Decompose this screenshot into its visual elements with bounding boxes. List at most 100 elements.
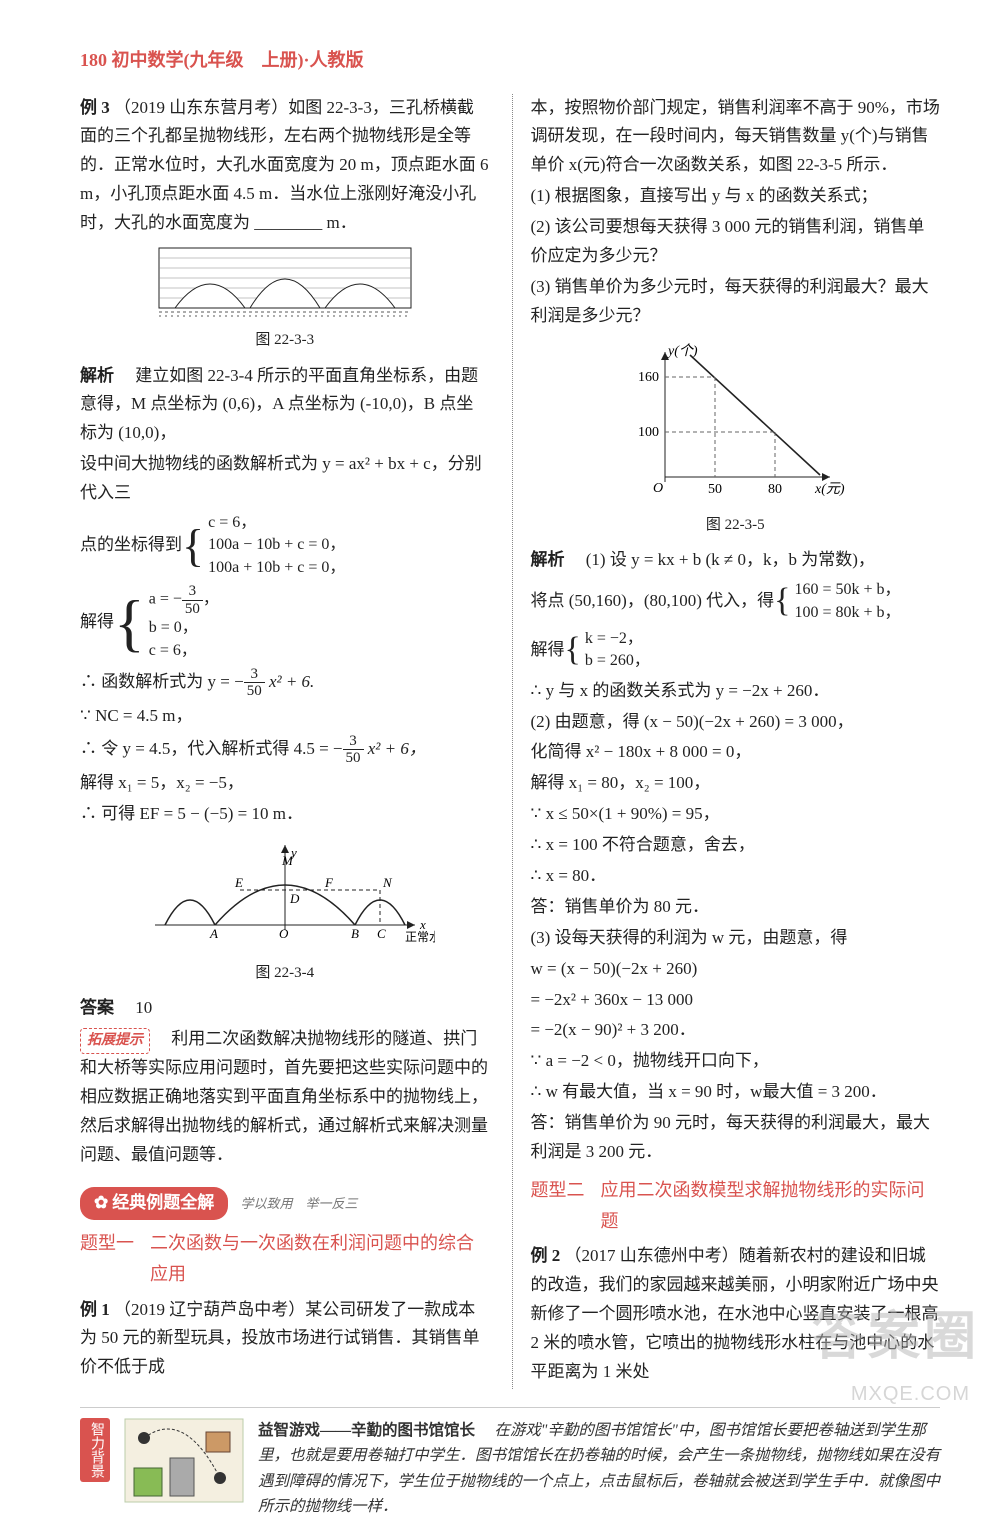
q2: (2) 该公司要想每天获得 3 000 元的销售利润，销售单价应定为多少元？: [531, 213, 941, 271]
r11: 答：销售单价为 80 元．: [531, 893, 941, 922]
footer-illustration: [124, 1418, 244, 1503]
left-column: 例 3 （2019 山东东营月考）如图 22-3-3，三孔桥横截面的三个孔都呈抛…: [80, 94, 490, 1389]
roots-line: 解得 x₁ = 5，x₂ = −5，: [80, 769, 490, 798]
svg-text:160: 160: [638, 370, 659, 385]
svg-text:D: D: [289, 891, 300, 906]
svg-text:O: O: [653, 481, 663, 496]
section-banner-row: ✿经典例题全解 学以致用 举一反三: [80, 1177, 490, 1220]
right-intro: 本，按照物价部门规定，销售利润率不高于 90%，市场调研发现，在一段时间内，每天…: [531, 94, 941, 181]
answer-line: 答案 10: [80, 994, 490, 1023]
footer-text: 益智游戏——辛勤的图书馆馆长 在游戏"辛勤的图书馆馆长"中，图书馆馆长要把卷轴送…: [258, 1418, 940, 1520]
analysis-label-r: 解析: [531, 550, 565, 569]
r9: ∴ x = 100 不符合题意，舍去，: [531, 831, 941, 860]
sol-b: b = 0，: [149, 617, 219, 639]
equation-system-1: 点的坐标得到 { c = 6， 100a − 10b + c = 0， 100a…: [80, 512, 490, 579]
right-column: 本，按照物价部门规定，销售利润率不高于 90%，市场调研发现，在一段时间内，每天…: [512, 94, 941, 1389]
ef-line: ∴ 可得 EF = 5 − (−5) = 10 m．: [80, 800, 490, 829]
example-2: 例 2 （2017 山东德州中考）随着新农村的建设和旧城的改造，我们的家园越来越…: [531, 1242, 941, 1386]
q3: (3) 销售单价为多少元时，每天获得的利润最大？最大利润是多少元？: [531, 273, 941, 331]
r3b: b = 260，: [585, 650, 650, 672]
sol-a: a = −350，: [149, 583, 219, 617]
analysis-text-1: 建立如图 22-3-4 所示的平面直角坐标系，由题意得，M 点坐标为 (0,6)…: [80, 366, 478, 443]
tip-block: 拓展提示 利用二次函数解决抛物线形的隧道、拱门和大桥等实际应用问题时，首先要把这…: [80, 1025, 490, 1169]
footer-title: 益智游戏——辛勤的图书馆馆长: [258, 1422, 475, 1439]
topic-2-num: 题型二: [531, 1175, 585, 1236]
eq3: 100a + 10b + c = 0，: [208, 557, 345, 579]
svg-text:B: B: [351, 926, 359, 941]
svg-text:y(个): y(个): [666, 343, 698, 359]
r14: = −2x² + 360x − 13 000: [531, 986, 941, 1015]
eq-intro: 点的坐标得到: [80, 531, 182, 560]
r3a: k = −2，: [585, 628, 650, 650]
analysis-label: 解析: [80, 366, 114, 385]
svg-text:A: A: [209, 926, 218, 941]
r2-pre: 将点 (50,160)，(80,100) 代入，得: [531, 587, 775, 616]
figure-22-3-4: y x M E F D N A O B C 正常水位: [80, 835, 490, 955]
topic-1-title: 题型一 二次函数与一次函数在利润问题中的综合应用: [80, 1228, 490, 1289]
svg-text:80: 80: [768, 482, 782, 497]
r6: 化简得 x² − 180x + 8 000 = 0，: [531, 738, 941, 767]
svg-text:M: M: [281, 853, 294, 868]
footer-badge: 智力背景: [80, 1418, 110, 1482]
right-analysis: 解析 (1) 设 y = kx + b (k ≠ 0，k，b 为常数)，: [531, 546, 941, 575]
svg-text:50: 50: [708, 482, 722, 497]
example-3-label: 例 3: [80, 98, 110, 117]
r5: (2) 由题意，得 (x − 50)(−2x + 260) = 3 000，: [531, 708, 941, 737]
q1: (1) 根据图象，直接写出 y 与 x 的函数关系式；: [531, 182, 941, 211]
answer-value: 10: [135, 998, 152, 1017]
solution-system: 解得 { a = −350， b = 0， c = 6，: [80, 583, 490, 662]
r7: 解得 x₁ = 80，x₂ = 100，: [531, 769, 941, 798]
r1: (1) 设 y = kx + b (k ≠ 0，k，b 为常数)，: [586, 550, 875, 569]
svg-text:F: F: [324, 875, 334, 890]
svg-text:x(元): x(元): [814, 482, 845, 497]
figure-5-caption: 图 22-3-5: [531, 513, 941, 539]
r18: 答：销售单价为 90 元时，每天获得的利润最大，最大利润是 3 200 元．: [531, 1109, 941, 1167]
r2a: 160 = 50k + b，: [794, 579, 900, 601]
analysis-text-2: 设中间大抛物线的函数解析式为 y = ax² + bx + c，分别代入三: [80, 450, 490, 508]
tip-label: 拓展提示: [80, 1028, 150, 1054]
r4: ∴ y 与 x 的函数关系式为 y = −2x + 260．: [531, 677, 941, 706]
r10: ∴ x = 80．: [531, 862, 941, 891]
example-3: 例 3 （2019 山东东营月考）如图 22-3-3，三孔桥横截面的三个孔都呈抛…: [80, 94, 490, 238]
svg-text:C: C: [377, 926, 386, 941]
analysis-block: 解析 建立如图 22-3-4 所示的平面直角坐标系，由题意得，M 点坐标为 (0…: [80, 362, 490, 449]
solve-label: 解得: [80, 608, 114, 637]
figure-3-caption: 图 22-3-3: [80, 328, 490, 354]
svg-text:100: 100: [638, 425, 659, 440]
example-1: 例 1 （2019 辽宁葫芦岛中考）某公司研发了一款成本为 50 元的新型玩具，…: [80, 1296, 490, 1383]
svg-text:O: O: [279, 926, 289, 941]
topic-2-title: 题型二 应用二次函数模型求解抛物线形的实际问题: [531, 1175, 941, 1236]
page-header: 180 初中数学(九年级 上册)·人教版: [80, 45, 940, 76]
figure-22-3-3: [80, 244, 490, 322]
r15: = −2(x − 90)² + 3 200．: [531, 1016, 941, 1045]
example-2-label: 例 2: [531, 1246, 561, 1265]
r8: ∵ x ≤ 50×(1 + 90%) = 95，: [531, 800, 941, 829]
nc-line: ∵ NC = 4.5 m，: [80, 702, 490, 731]
svg-text:N: N: [382, 875, 393, 890]
banner-subtitle: 学以致用 举一反三: [241, 1196, 358, 1211]
figure-4-caption: 图 22-3-4: [80, 961, 490, 987]
r2b: 100 = 80k + b，: [794, 602, 900, 624]
sub-line: ∴ 令 y = 4.5，代入解析式得 4.5 = −350 x² + 6，: [80, 733, 490, 767]
topic-1-text: 二次函数与一次函数在利润问题中的综合应用: [150, 1228, 490, 1289]
r16: ∵ a = −2 < 0，抛物线开口向下，: [531, 1047, 941, 1076]
sol-c: c = 6，: [149, 640, 219, 662]
r17: ∴ w 有最大值，当 x = 90 时，w最大值 = 3 200．: [531, 1078, 941, 1107]
fig4-x-label: 正常水位: [405, 929, 435, 944]
example-3-text: （2019 山东东营月考）如图 22-3-3，三孔桥横截面的三个孔都呈抛物线形，…: [80, 98, 488, 233]
footer: 智力背景 益智游戏——辛勤的图书馆馆长 在游戏"辛勤的图书馆馆长"中，图书馆馆长…: [80, 1407, 940, 1520]
r3-label: 解得: [531, 636, 565, 665]
example-2-text: （2017 山东德州中考）随着新农村的建设和旧城的改造，我们的家园越来越美丽，小…: [531, 1246, 939, 1381]
answer-label: 答案: [80, 998, 114, 1017]
eq2: 100a − 10b + c = 0，: [208, 534, 345, 556]
example-1-label: 例 1: [80, 1300, 110, 1319]
eq1: c = 6，: [208, 512, 345, 534]
linear-system: 将点 (50,160)，(80,100) 代入，得 { 160 = 50k + …: [531, 579, 941, 624]
figure-22-3-5: 160 100 50 80 O y(个) x(元): [531, 337, 941, 507]
linear-solution: 解得 { k = −2， b = 260，: [531, 628, 941, 673]
func-line: ∴ 函数解析式为 y = −350 x² + 6.: [80, 666, 490, 700]
r12: (3) 设每天获得的利润为 w 元，由题意，得: [531, 924, 941, 953]
topic-2-text: 应用二次函数模型求解抛物线形的实际问题: [601, 1175, 941, 1236]
r13: w = (x − 50)(−2x + 260): [531, 955, 941, 984]
svg-text:E: E: [234, 875, 243, 890]
